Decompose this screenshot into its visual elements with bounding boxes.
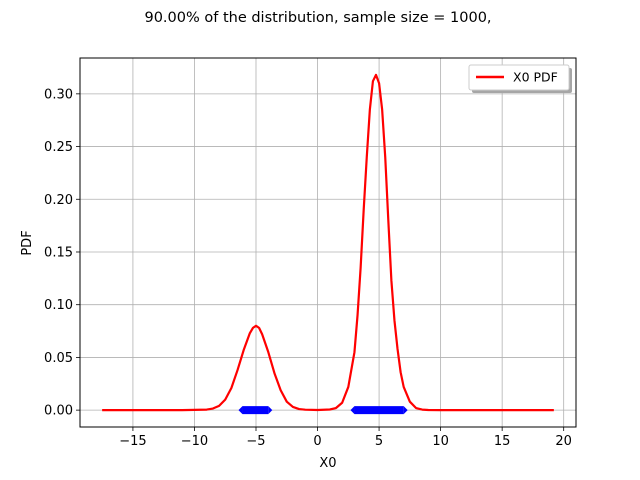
y-tick-label: 0.15 [44,245,73,260]
y-tick-label: 0.30 [44,87,73,102]
grid-lines [80,58,576,427]
x-axis-ticks: −15 −10 −5 0 5 10 15 20 [119,427,572,449]
y-tick-label: 0.00 [44,404,73,419]
interval-end-marker [403,406,408,415]
x-tick-label: 0 [313,434,321,449]
legend-box [468,64,570,91]
pdf-curve [102,73,554,412]
y-tick-label: 0.20 [44,193,73,208]
x-tick-label: 20 [555,434,572,449]
x-axis-label: X0 [319,456,336,471]
y-axis-label: PDF [20,230,35,255]
legend: X0 PDF [468,64,572,93]
x-tick-label: −15 [119,434,146,449]
y-tick-label: 0.05 [44,351,73,366]
interval-end-marker [268,406,273,415]
y-axis-ticks: 0.00 0.05 0.10 0.15 0.20 0.25 0.30 [44,87,80,419]
interval-end-marker [350,406,355,415]
chart-title: 90.00% of the distribution, sample size … [144,10,491,26]
x-tick-label: 5 [375,434,383,449]
x-tick-label: 10 [432,434,449,449]
plot-area [102,73,554,415]
x-tick-label: 15 [494,434,511,449]
legend-label: X0 PDF [513,70,558,85]
axes-frame [79,57,577,428]
y-tick-label: 0.10 [44,298,73,313]
y-tick-label: 0.25 [44,140,73,155]
x-tick-label: −5 [246,434,265,449]
interval-end-marker [238,406,243,415]
x-tick-label: −10 [181,434,208,449]
